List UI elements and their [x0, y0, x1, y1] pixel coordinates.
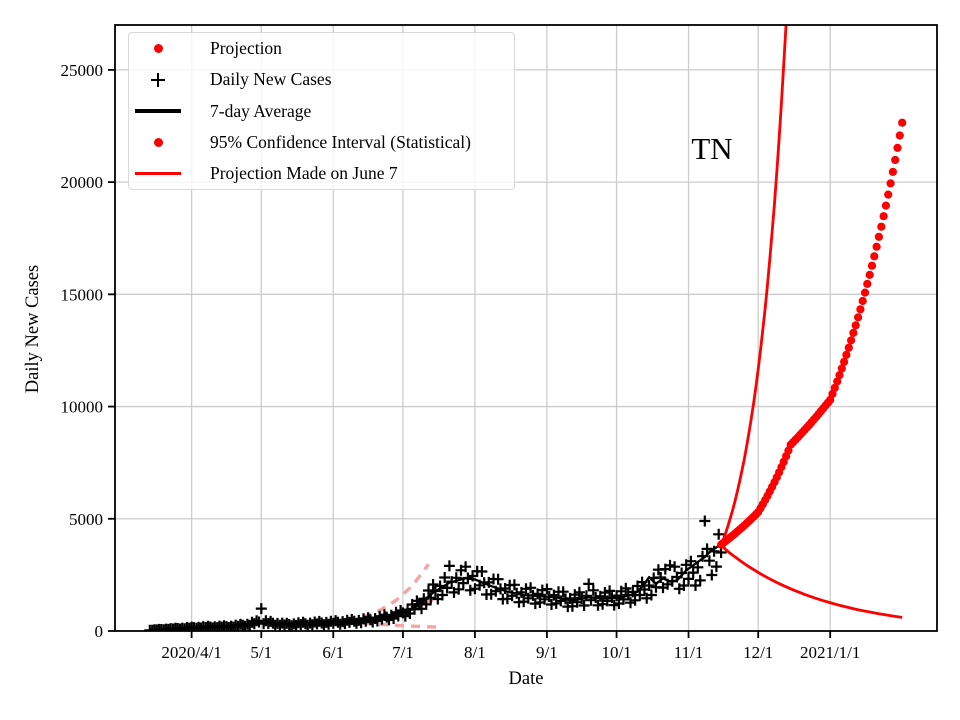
y-tick-label: 10000	[61, 398, 104, 417]
legend-item: 95% Confidence Interval (Statistical)	[129, 127, 514, 158]
y-axis-label: Daily New Cases	[23, 264, 43, 394]
legend-item-label: Projection	[210, 38, 282, 59]
x-tick-label: 8/1	[464, 643, 486, 662]
legend-line-icon	[135, 171, 181, 176]
projection-dots	[717, 118, 907, 549]
legend-dot-icon	[153, 137, 163, 147]
legend-plus-icon	[151, 72, 165, 87]
axes	[114, 24, 938, 632]
legend-marker-box	[129, 171, 187, 176]
x-tick-label: 9/1	[536, 643, 558, 662]
y-tick-label: 0	[95, 622, 104, 641]
legend-item-label: Projection Made on June 7	[210, 162, 398, 183]
x-tick-label: 10/1	[601, 643, 631, 662]
legend-line-icon	[135, 109, 181, 113]
legend-marker-box	[129, 109, 187, 113]
y-axis-ticks: 0 5000 10000 15000 20000 25000	[61, 61, 115, 641]
x-axis-ticks: 2020/4/1 5/1 6/1 7/1 8/1 9/1 10/1 11/1 12/1 2021/…	[161, 631, 860, 662]
x-tick-label: 2021/1/1	[800, 643, 860, 662]
y-tick-label: 20000	[61, 173, 104, 192]
legend-item: Projection Made on June 7	[129, 158, 514, 189]
legend-item-label: Daily New Cases	[210, 69, 332, 90]
legend-item-label: 95% Confidence Interval (Statistical)	[210, 131, 471, 152]
daily-cases-markers	[144, 515, 727, 631]
gridlines	[115, 25, 937, 631]
x-tick-label: 5/1	[250, 643, 272, 662]
x-tick-label: 6/1	[322, 643, 344, 662]
y-tick-label: 5000	[69, 510, 103, 529]
x-tick-label: 7/1	[392, 643, 414, 662]
legend: Projection Daily New Cases 7-day Average 95…	[128, 32, 515, 190]
state-annotation: TN	[691, 131, 733, 166]
legend-item: 7-day Average	[129, 95, 514, 126]
legend-marker-box	[129, 72, 187, 87]
y-tick-label: 25000	[61, 61, 104, 80]
x-tick-label: 2020/4/1	[161, 643, 221, 662]
legend-item: Daily New Cases	[129, 64, 514, 95]
legend-marker-box	[129, 137, 187, 147]
legend-marker-box	[129, 44, 187, 54]
legend-dot-icon	[153, 44, 163, 54]
june7-upper-ci-line	[346, 563, 430, 624]
ci-lower-line	[720, 543, 903, 619]
x-axis-label: Date	[508, 669, 544, 689]
legend-item: Projection	[129, 33, 514, 64]
plot-border	[114, 24, 938, 632]
x-tick-label: 12/1	[743, 643, 773, 662]
ci-upper-line	[719, 25, 788, 546]
legend-item-label: 7-day Average	[210, 100, 312, 121]
y-tick-label: 15000	[61, 285, 104, 304]
x-tick-label: 11/1	[674, 643, 704, 662]
